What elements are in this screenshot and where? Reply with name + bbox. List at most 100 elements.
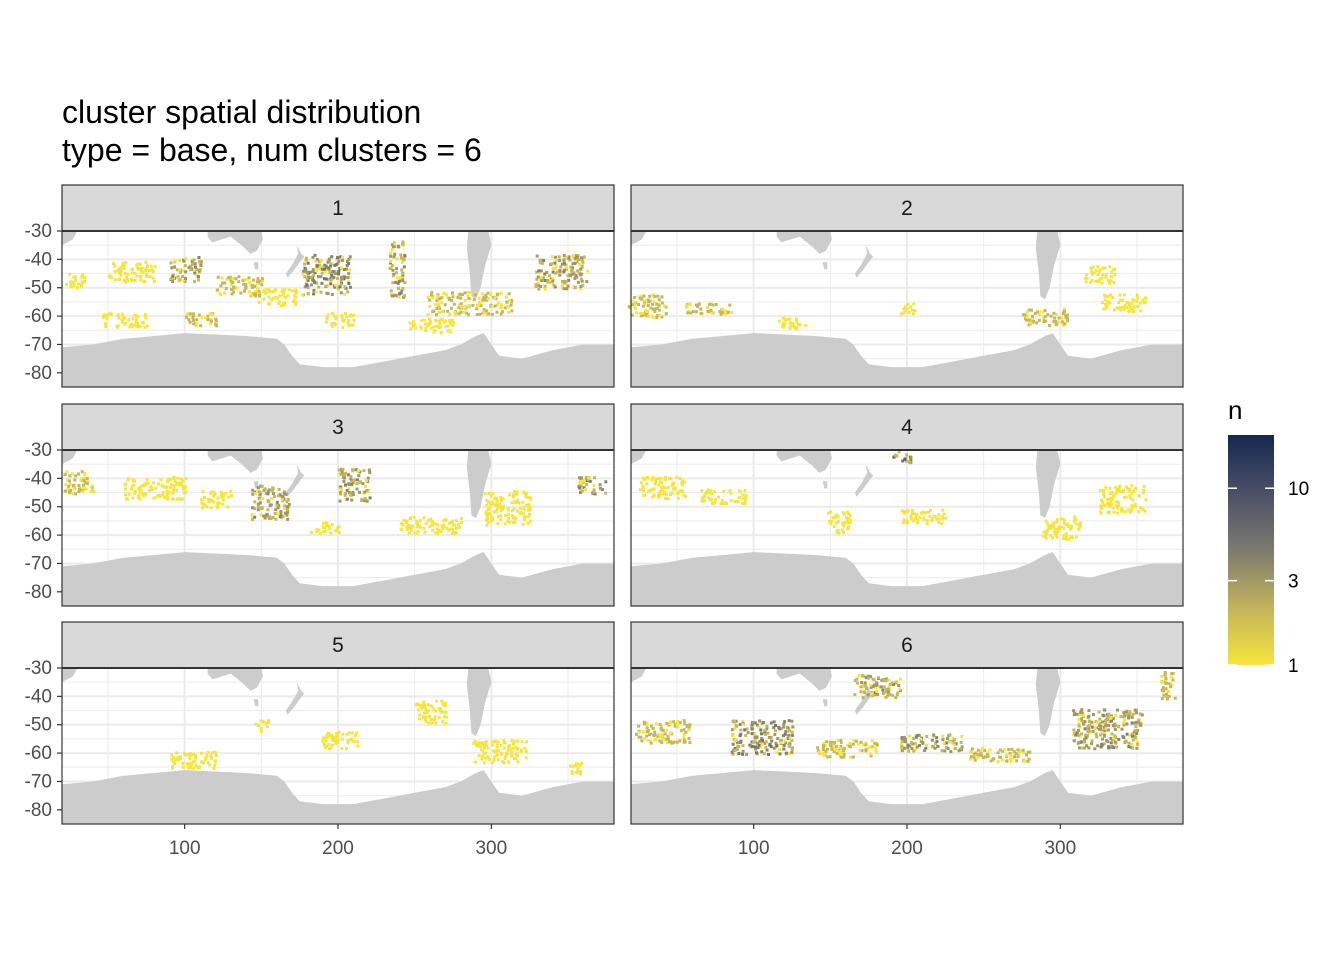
data-cell: [945, 741, 949, 745]
data-cell: [149, 485, 153, 489]
data-cell: [1080, 732, 1084, 736]
data-cell: [890, 681, 894, 685]
data-cell: [181, 765, 185, 769]
data-cell: [392, 272, 396, 276]
data-cell: [341, 472, 345, 476]
data-cell: [779, 727, 783, 731]
data-cell: [141, 483, 145, 487]
data-cell: [264, 288, 268, 292]
data-cell: [851, 755, 855, 759]
land-new-zealand: [854, 245, 874, 278]
data-cell: [784, 318, 788, 322]
data-cell: [1109, 714, 1113, 718]
data-cell: [176, 481, 180, 485]
data-cell: [317, 263, 321, 267]
data-cell: [564, 267, 568, 271]
data-cell: [303, 285, 307, 289]
data-cell: [1168, 682, 1172, 686]
data-cell: [719, 312, 723, 316]
data-cell: [1066, 524, 1070, 528]
data-cell: [555, 270, 559, 274]
data-cell: [1107, 712, 1111, 716]
data-cell: [75, 286, 79, 290]
legend-title: n: [1228, 395, 1242, 425]
panel-border: [61, 230, 615, 388]
data-cell: [428, 320, 432, 324]
data-cell: [442, 291, 446, 295]
data-cell: [457, 303, 461, 307]
data-cell: [1027, 308, 1031, 312]
data-cell: [1073, 521, 1077, 525]
data-cell: [242, 282, 246, 286]
data-cell: [493, 304, 497, 308]
data-cell: [842, 747, 846, 751]
data-cell: [92, 490, 96, 494]
data-cell: [681, 479, 685, 483]
data-cell: [665, 728, 669, 732]
data-cell: [330, 738, 334, 742]
data-cell: [338, 499, 342, 503]
data-cell: [145, 267, 149, 271]
data-cell: [322, 277, 326, 281]
data-cell: [345, 263, 349, 267]
data-cell: [935, 736, 939, 740]
data-cell: [313, 253, 317, 257]
data-cell: [314, 259, 318, 263]
data-cell: [339, 489, 343, 493]
data-cell: [451, 318, 455, 322]
data-cell: [878, 685, 882, 689]
data-cell: [85, 476, 89, 480]
data-cell: [317, 528, 321, 532]
data-cell: [1128, 489, 1132, 493]
data-cell: [79, 478, 83, 482]
data-cell: [906, 743, 910, 747]
data-cell: [324, 320, 328, 324]
data-cell: [496, 758, 500, 762]
data-cell: [342, 277, 346, 281]
data-cell: [313, 271, 317, 275]
data-cell: [330, 735, 334, 739]
data-cell: [682, 732, 686, 736]
data-cell: [459, 296, 463, 300]
data-cell: [81, 490, 85, 494]
data-cell: [934, 517, 938, 521]
data-cell: [357, 474, 361, 478]
data-cell: [279, 512, 283, 516]
data-cell: [737, 489, 741, 493]
data-cell: [315, 528, 319, 532]
data-cell: [1121, 298, 1125, 302]
data-cell: [1087, 709, 1091, 713]
data-cell: [922, 516, 926, 520]
data-cell: [558, 258, 562, 262]
data-cell: [913, 512, 917, 516]
data-cell: [437, 715, 441, 719]
data-cell: [861, 674, 865, 678]
data-cell: [958, 747, 962, 751]
data-cell: [1106, 300, 1110, 304]
data-cell: [320, 265, 324, 269]
data-cell: [637, 735, 641, 739]
data-cell: [152, 481, 156, 485]
data-cell: [1109, 716, 1113, 720]
data-cell: [319, 532, 323, 536]
data-cell: [130, 485, 134, 489]
data-cell: [441, 526, 445, 530]
data-cell: [324, 269, 328, 273]
data-cell: [1101, 730, 1105, 734]
data-cell: [1171, 678, 1175, 682]
data-cell: [292, 298, 296, 302]
data-cell: [119, 269, 123, 273]
data-cell: [904, 459, 908, 463]
data-cell: [118, 277, 122, 281]
data-cell: [1109, 745, 1113, 749]
data-cell: [1030, 317, 1034, 321]
data-cell: [1108, 265, 1112, 269]
data-cell: [70, 472, 74, 476]
data-cell: [65, 282, 69, 286]
data-cell: [685, 302, 689, 306]
data-cell: [873, 693, 877, 697]
data-cell: [706, 488, 710, 492]
data-cell: [549, 262, 553, 266]
data-cell: [553, 261, 557, 265]
data-cell: [848, 741, 852, 745]
